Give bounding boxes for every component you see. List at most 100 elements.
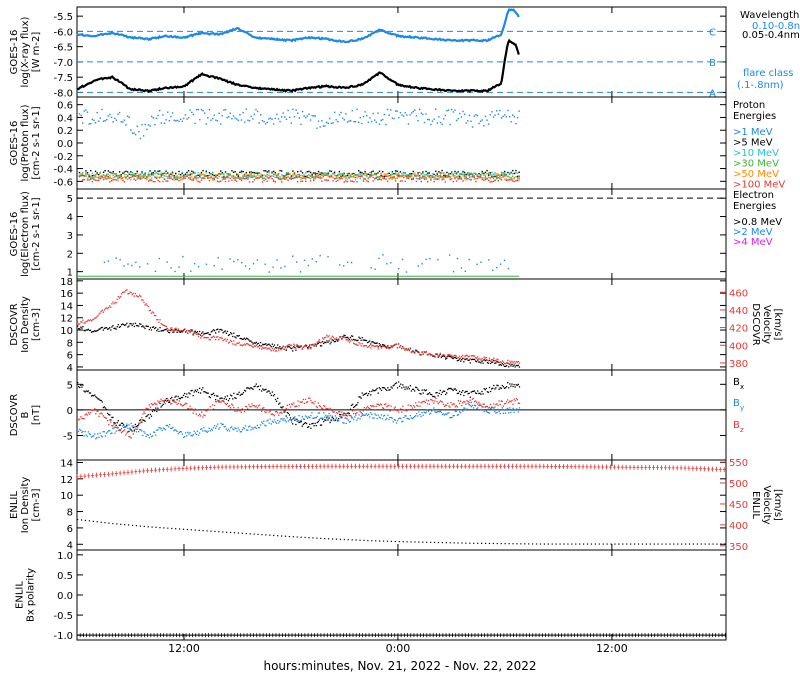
y-tick-label: 18	[60, 277, 73, 288]
data-point	[277, 419, 279, 422]
data-point	[160, 175, 163, 177]
data-point	[85, 173, 87, 175]
data-point	[508, 176, 511, 179]
data-point	[217, 423, 219, 425]
data-point	[228, 174, 230, 177]
data-point	[508, 179, 511, 181]
data-point	[207, 176, 209, 178]
data-point	[114, 176, 116, 178]
data-point	[236, 173, 238, 175]
data-point	[459, 357, 462, 359]
data-point	[86, 172, 89, 175]
data-point	[136, 125, 138, 127]
data-point	[208, 395, 210, 398]
data-point	[437, 410, 439, 413]
data-point	[253, 426, 255, 429]
data-point	[482, 362, 484, 364]
data-point	[421, 401, 423, 403]
data-point	[276, 176, 278, 179]
data-point	[494, 406, 496, 408]
y-tick-label: 16	[60, 289, 73, 300]
data-point	[425, 351, 428, 353]
data-point	[146, 325, 148, 328]
data-point	[147, 180, 150, 182]
data-point	[301, 177, 304, 180]
data-point	[256, 407, 259, 409]
data-point	[512, 362, 514, 364]
data-point	[155, 176, 158, 178]
data-point	[279, 177, 281, 180]
data-point	[325, 414, 327, 417]
data-point	[129, 428, 131, 430]
data-point	[409, 348, 412, 350]
data-point	[77, 431, 79, 433]
data-point	[269, 348, 271, 351]
data-point	[518, 402, 521, 405]
data-point	[79, 328, 81, 330]
data-point	[359, 343, 361, 345]
data-point	[137, 296, 140, 298]
data-point	[504, 114, 506, 116]
data-point	[187, 169, 190, 172]
data-point	[183, 117, 185, 120]
data-point	[478, 177, 480, 179]
data-point	[469, 399, 471, 401]
data-point	[262, 388, 264, 390]
data-point	[404, 172, 406, 175]
data-point	[190, 529, 192, 531]
legend-entry: >50 MeV	[733, 169, 779, 180]
data-point	[361, 175, 363, 177]
data-point	[282, 112, 284, 114]
data-point	[480, 362, 482, 364]
data-point	[449, 355, 451, 358]
data-point	[484, 542, 487, 545]
data-point	[341, 411, 343, 413]
data-point	[304, 415, 307, 417]
data-point	[495, 359, 497, 362]
data-point	[283, 348, 285, 350]
data-point	[266, 175, 268, 178]
data-point	[353, 181, 355, 183]
data-point	[205, 171, 207, 174]
data-point	[321, 119, 323, 122]
data-point	[212, 408, 215, 410]
data-point	[328, 412, 330, 415]
data-point	[497, 173, 500, 175]
data-point	[288, 173, 291, 175]
data-point	[420, 402, 422, 404]
data-point	[332, 176, 334, 179]
data-point	[410, 177, 413, 180]
data-point	[140, 295, 142, 297]
data-point	[136, 175, 138, 177]
data-point	[435, 392, 437, 394]
data-point	[395, 409, 398, 412]
data-point	[363, 414, 366, 416]
data-point	[435, 397, 437, 400]
data-point	[493, 407, 495, 409]
data-point	[267, 347, 269, 350]
data-point	[332, 417, 334, 420]
data-point	[491, 174, 493, 176]
data-point	[311, 174, 313, 176]
data-point	[285, 173, 288, 176]
data-point	[138, 176, 140, 178]
data-point	[388, 177, 390, 180]
data-point	[406, 173, 408, 176]
y-label-line: DSCOVR	[9, 303, 20, 346]
data-point	[359, 396, 361, 398]
data-point	[264, 178, 267, 180]
data-point	[433, 178, 435, 181]
panel-frame	[76, 459, 727, 551]
data-point	[300, 178, 302, 180]
data-point	[195, 179, 198, 181]
data-point	[242, 427, 245, 429]
data-point	[433, 402, 435, 404]
data-point	[310, 347, 312, 349]
data-point	[134, 428, 137, 430]
y2-label-line: Velocity	[761, 305, 772, 344]
data-point	[176, 175, 179, 178]
data-point	[152, 174, 154, 176]
data-point	[289, 344, 292, 346]
data-point	[300, 401, 302, 403]
data-point	[410, 417, 413, 419]
